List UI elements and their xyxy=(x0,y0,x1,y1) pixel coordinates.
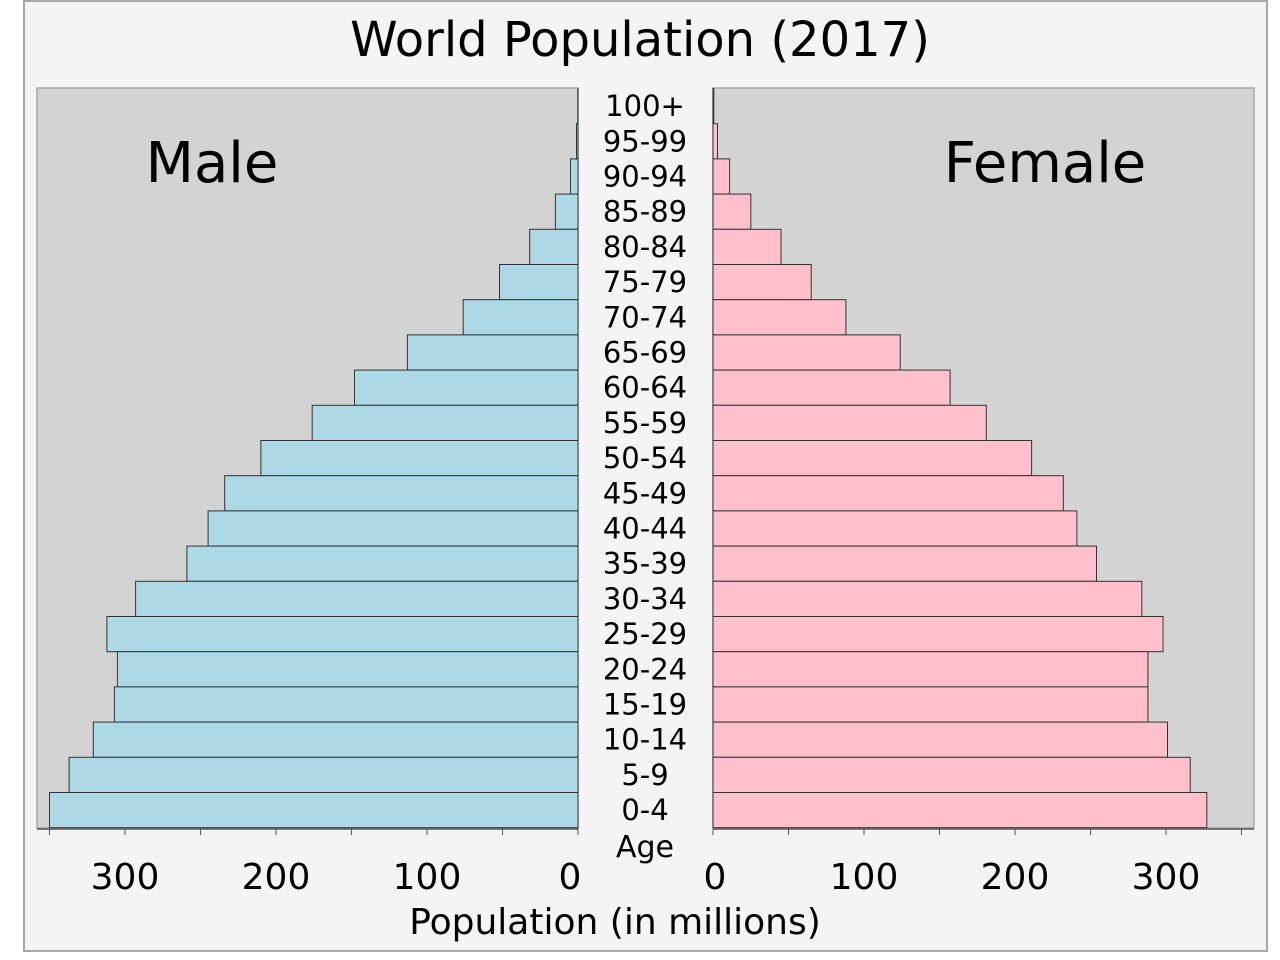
male-bar-95-99 xyxy=(576,123,579,160)
age-group-label: 0-4 xyxy=(621,793,668,827)
female-bar-15-19 xyxy=(712,686,1149,723)
age-group-label: 80-84 xyxy=(603,230,687,264)
female-bar-80-84 xyxy=(712,228,782,266)
male-bar-20-24 xyxy=(116,651,579,688)
male-bar-15-19 xyxy=(113,686,579,723)
age-group-label: 25-29 xyxy=(603,617,687,651)
female-bar-85-89 xyxy=(712,193,752,230)
age-group-label: 65-69 xyxy=(603,336,687,370)
female-panel-label: Female xyxy=(944,131,1146,196)
female-bar-90-94 xyxy=(712,158,731,195)
male-x-tick-label: 0 xyxy=(559,857,582,898)
male-bar-5-9 xyxy=(68,756,579,793)
female-bar-5-9 xyxy=(712,756,1191,793)
male-x-tick-label: 100 xyxy=(393,857,462,898)
male-x-tick-label: 300 xyxy=(91,857,160,898)
age-group-label: 5-9 xyxy=(621,758,668,792)
male-bar-50-54 xyxy=(260,440,579,477)
male-bar-90-94 xyxy=(570,158,579,195)
female-bar-40-44 xyxy=(712,510,1078,547)
male-bar-35-39 xyxy=(186,545,579,582)
age-group-label: 60-64 xyxy=(603,371,687,405)
female-bar-35-39 xyxy=(712,545,1097,582)
age-group-label: 85-89 xyxy=(603,195,687,229)
female-bar-30-34 xyxy=(712,580,1143,617)
male-x-tick-label: 200 xyxy=(242,857,311,898)
female-bar-75-79 xyxy=(712,264,812,301)
female-bar-20-24 xyxy=(712,651,1149,688)
age-group-label: 75-79 xyxy=(603,265,687,299)
male-bar-0-4 xyxy=(49,792,579,829)
age-group-label: 35-39 xyxy=(603,547,687,581)
female-x-tick-label: 200 xyxy=(981,857,1050,898)
female-bar-0-4 xyxy=(712,792,1208,829)
female-bar-50-54 xyxy=(712,440,1033,477)
male-bar-80-84 xyxy=(529,228,579,266)
female-bar-25-29 xyxy=(712,616,1164,653)
male-bar-25-29 xyxy=(106,616,579,653)
female-x-tick-label: 300 xyxy=(1132,857,1201,898)
x-axis-label: Population (in millions) xyxy=(409,902,821,943)
age-group-label: 10-14 xyxy=(603,723,687,757)
age-labels: 100+95-9990-9485-8980-8475-7970-7465-696… xyxy=(603,89,687,827)
age-group-label: 45-49 xyxy=(603,476,687,510)
female-bar-65-69 xyxy=(712,334,901,371)
age-group-label: 50-54 xyxy=(603,441,687,475)
male-panel-label: Male xyxy=(146,131,279,196)
male-bar-10-14 xyxy=(92,721,579,758)
female-bar-100+ xyxy=(712,88,715,125)
male-bar-55-59 xyxy=(311,404,579,441)
age-group-label: 90-94 xyxy=(603,160,687,194)
female-x-tick-label: 0 xyxy=(704,857,727,898)
age-group-label: 70-74 xyxy=(603,300,687,334)
male-bar-30-34 xyxy=(135,580,579,617)
age-group-label: 30-34 xyxy=(603,582,687,616)
age-group-label: 15-19 xyxy=(603,688,687,722)
x-axes: 0 0 100 100 200 200 300 300 xyxy=(37,828,1254,898)
female-bar-55-59 xyxy=(712,404,987,441)
age-group-label: 100+ xyxy=(605,89,685,123)
age-group-label: 95-99 xyxy=(603,124,687,158)
male-bar-45-49 xyxy=(224,475,579,512)
female-bars xyxy=(712,88,1208,829)
age-axis-label: Age xyxy=(616,830,674,865)
age-group-label: 20-24 xyxy=(603,652,687,686)
female-bar-95-99 xyxy=(712,123,718,160)
chart-title: World Population (2017) xyxy=(350,12,930,68)
female-bar-45-49 xyxy=(712,475,1064,512)
female-x-tick-label: 100 xyxy=(830,857,899,898)
male-bar-60-64 xyxy=(354,369,579,406)
age-group-label: 55-59 xyxy=(603,406,687,440)
male-bars xyxy=(49,88,579,829)
male-bar-40-44 xyxy=(207,510,579,547)
female-bar-60-64 xyxy=(712,369,951,406)
male-bar-75-79 xyxy=(499,264,579,301)
male-bar-70-74 xyxy=(462,299,579,336)
male-bar-65-69 xyxy=(406,334,579,371)
age-group-label: 40-44 xyxy=(603,512,687,546)
female-bar-70-74 xyxy=(712,299,847,336)
female-bar-10-14 xyxy=(712,721,1168,758)
male-bar-85-89 xyxy=(554,193,579,230)
